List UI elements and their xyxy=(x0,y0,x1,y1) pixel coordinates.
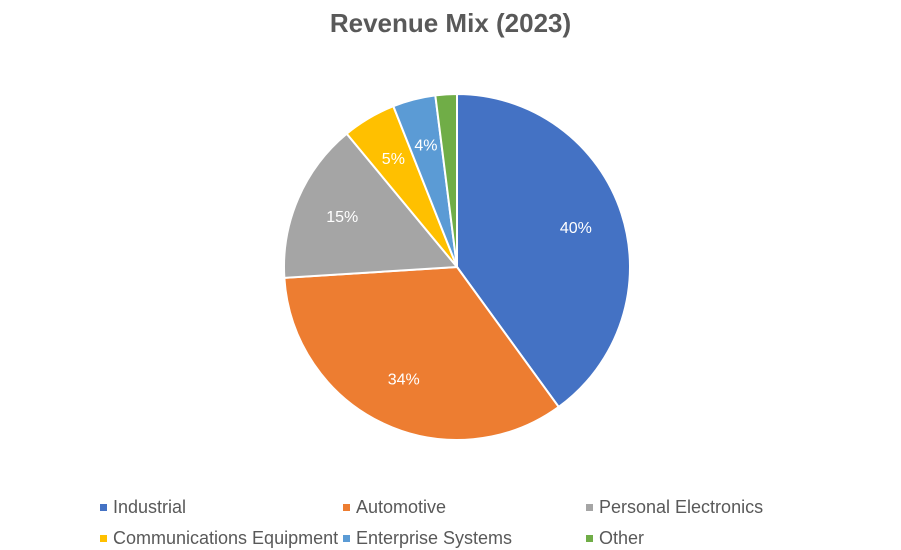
data-label-automotive: 34% xyxy=(388,372,420,389)
data-label-industrial: 40% xyxy=(560,220,592,237)
pie-slice-other xyxy=(434,92,458,268)
legend-swatch xyxy=(100,534,107,542)
data-label-personal-electronics: 15% xyxy=(326,209,358,226)
legend-item-communications-equipment: Communications Equipment xyxy=(100,527,338,549)
data-label-enterprise-systems: 4% xyxy=(414,137,437,154)
legend-label: Automotive xyxy=(356,496,447,517)
legend-swatch xyxy=(343,503,350,511)
legend-label: Other xyxy=(599,527,645,548)
legend-label: Communications Equipment xyxy=(113,527,339,548)
legend-swatch xyxy=(586,534,593,542)
legend-label: Enterprise Systems xyxy=(356,527,513,548)
legend-item-other: Other xyxy=(586,527,644,549)
legend-swatch xyxy=(586,503,593,511)
chart-title: Revenue Mix (2023) xyxy=(329,8,572,38)
legend-swatch xyxy=(100,503,107,511)
legend-item-automotive: Automotive xyxy=(343,496,446,518)
data-label-communications-equipment: 5% xyxy=(382,151,405,168)
legend-item-enterprise-systems: Enterprise Systems xyxy=(343,527,512,549)
pie-slice-industrial xyxy=(456,92,631,409)
legend-label: Personal Electronics xyxy=(599,496,764,517)
legend-swatch xyxy=(343,534,350,542)
pie-slice-personal-electronics xyxy=(283,132,460,279)
legend-label: Industrial xyxy=(113,496,187,517)
legend-item-industrial: Industrial xyxy=(100,496,186,518)
legend-item-personal-electronics: Personal Electronics xyxy=(586,496,763,518)
pie-slice-automotive xyxy=(283,265,561,441)
